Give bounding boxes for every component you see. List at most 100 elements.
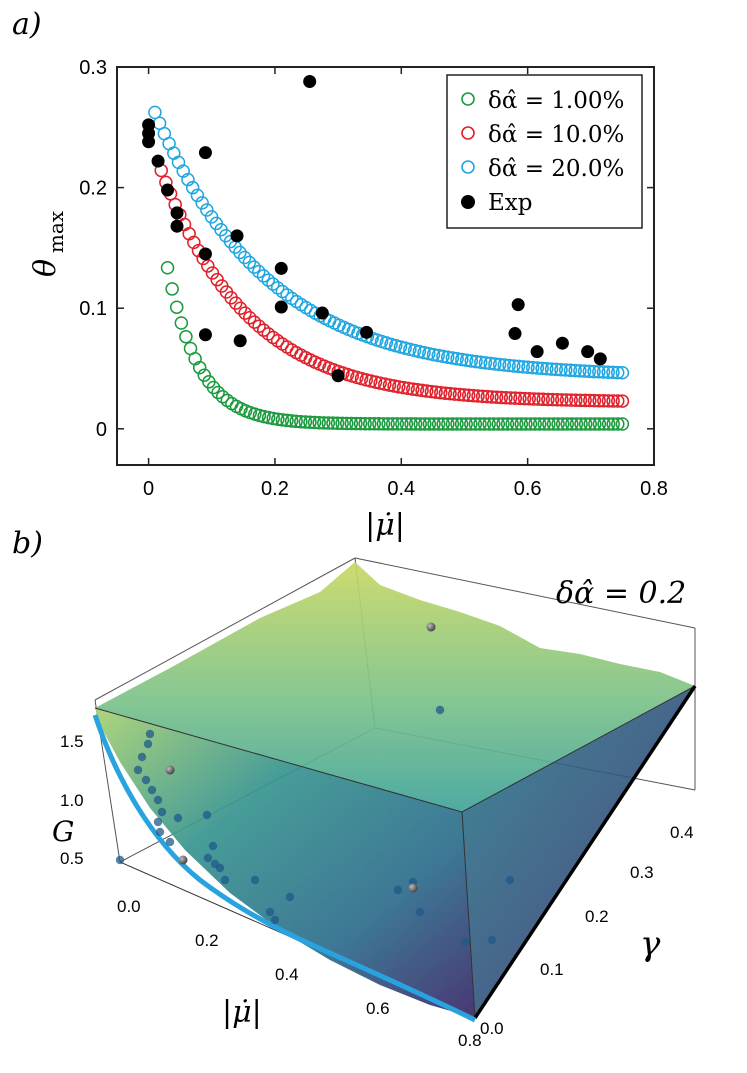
series-1-point — [477, 417, 492, 431]
series-1-point — [261, 410, 276, 425]
series-3-point — [473, 355, 488, 369]
series-1-point — [436, 417, 450, 431]
x-tick-label: 0.2 — [261, 478, 289, 500]
x3d-tick-1: 0.0 — [117, 897, 141, 916]
series-2-point — [475, 389, 490, 404]
y-tick-label: 0.3 — [79, 57, 107, 79]
series-3-point — [568, 363, 582, 378]
series-2-point — [187, 235, 201, 250]
series-1-point — [169, 300, 184, 314]
series-1-point — [326, 416, 340, 430]
series-1-point — [399, 417, 414, 431]
series-1-point — [197, 368, 212, 382]
axis-ticks: 0 0.2 0.4 0.6 0.8 0 0.1 0.2 0.3 — [79, 57, 668, 500]
series-3-point — [440, 350, 455, 364]
series-3-point — [483, 356, 497, 371]
series-1-point — [597, 417, 611, 431]
surface-data-point — [250, 875, 260, 885]
series-3-point — [549, 362, 564, 377]
series-3-point — [252, 264, 266, 279]
series-2-point — [499, 390, 513, 405]
series-2-point — [410, 383, 425, 397]
series-2-point — [541, 392, 555, 407]
exp-point — [530, 345, 544, 359]
exp-point — [198, 328, 212, 342]
x3d-tick-5: 0.8 — [458, 1031, 482, 1050]
x3d-tick-4: 0.6 — [366, 999, 390, 1018]
exp-point — [142, 135, 156, 149]
series-1-point — [266, 411, 280, 426]
series-1-point — [376, 417, 391, 431]
legend-box — [446, 74, 643, 229]
series-1-point — [298, 415, 313, 429]
y3d-tick-5: 0.4 — [670, 823, 694, 842]
surface-data-point — [435, 705, 445, 715]
legend-marker-series-3 — [461, 160, 475, 174]
series-1-point — [215, 389, 230, 404]
series-1-point — [542, 417, 556, 431]
surface-points — [115, 622, 515, 947]
series-3-point — [610, 365, 625, 380]
series-1-point — [459, 417, 473, 431]
series-2-point — [480, 389, 495, 404]
series-3-point — [181, 172, 195, 187]
x-axis-label: |μ̇| — [365, 508, 405, 543]
series-2-point — [443, 386, 457, 401]
surface-right — [462, 686, 695, 1018]
series-2-point — [424, 384, 439, 399]
series-2-point — [550, 392, 564, 407]
series-2-point — [503, 391, 518, 405]
series-1-point — [303, 415, 317, 430]
legend-label-exp: Exp — [488, 190, 532, 216]
series-2-point — [531, 392, 546, 406]
series-3-point — [563, 363, 578, 378]
series-1-point — [280, 413, 294, 428]
series-1-point — [500, 417, 515, 431]
series-2-point — [433, 385, 448, 400]
series-3-point — [256, 269, 271, 283]
series-2-point — [461, 388, 476, 403]
surface-data-point — [202, 810, 212, 820]
series-2-point — [420, 384, 434, 398]
series-3-point — [266, 277, 280, 291]
series-3-point — [148, 105, 162, 120]
exp-point — [315, 306, 329, 320]
series-3-point — [573, 364, 587, 378]
surface-front — [95, 708, 475, 1018]
exp-point — [303, 74, 317, 88]
series-2-point — [564, 393, 578, 407]
series-1-point — [395, 417, 409, 431]
series-2-point — [401, 381, 415, 396]
legend: δα̂ = 1.00% δα̂ = 10.0% δα̂ = 20.0% Exp — [446, 74, 643, 229]
series-2-point — [555, 393, 569, 407]
series-2-point — [233, 301, 248, 316]
exp-point — [170, 219, 184, 233]
x3d-tick-2: 0.2 — [195, 931, 219, 950]
series-2-point — [373, 376, 387, 390]
series-3-point — [615, 366, 630, 380]
z-axis-label: G — [52, 815, 74, 848]
series-1-point — [422, 417, 437, 431]
series-3-point — [237, 250, 252, 265]
series-1-point — [588, 417, 602, 431]
exp-point — [593, 352, 607, 366]
surface-data-point — [265, 907, 275, 917]
series-3-point — [455, 352, 469, 367]
series-2-point — [247, 315, 262, 329]
series-2-point — [522, 392, 536, 406]
series-2-point — [368, 375, 383, 389]
series-1-point — [289, 414, 303, 429]
series-2-point — [387, 379, 401, 393]
exp-point — [198, 146, 212, 160]
series-1-point — [583, 417, 597, 431]
series-1-point — [519, 417, 533, 431]
series-1-point — [454, 417, 469, 431]
series-2-point — [205, 266, 220, 280]
surface-data-point — [141, 775, 151, 785]
z-tick-2: 1.0 — [60, 791, 84, 810]
plot-area-frame — [116, 66, 655, 466]
series-1-point — [537, 417, 552, 431]
series-2-point — [485, 390, 499, 404]
series-1-point — [358, 416, 372, 431]
x-axis-3d: 0.0 0.2 0.4 0.6 0.8 |μ̇| — [117, 897, 482, 1050]
